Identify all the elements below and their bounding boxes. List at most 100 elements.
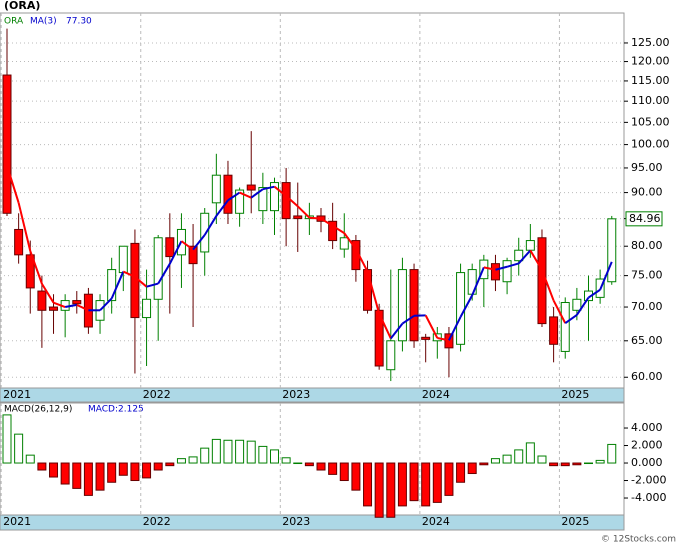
ma-segment — [285, 195, 299, 208]
year-band — [0, 387, 625, 403]
ma-segment — [41, 283, 55, 304]
y-tick-label: 90.00 — [631, 186, 663, 199]
macd-bar — [339, 462, 349, 482]
candle-body — [502, 260, 512, 283]
candle-body — [293, 215, 303, 220]
ma-segment — [146, 282, 159, 288]
x-tick-label: 2021 — [3, 515, 31, 528]
y-tick-label: 4.000 — [631, 421, 663, 434]
y-tick-label: 80.00 — [631, 239, 663, 252]
ma-segment — [203, 215, 218, 236]
macd-bar — [607, 443, 617, 464]
macd-bar — [363, 462, 373, 507]
y-tick-label: 100.00 — [631, 138, 670, 151]
ma-segment — [378, 313, 392, 339]
candle-body — [397, 269, 407, 342]
year-band — [0, 514, 625, 531]
y-tick-label: 2.000 — [631, 439, 663, 452]
macd-bar — [456, 462, 466, 483]
y-tick-label: 70.00 — [631, 300, 663, 313]
candle-body — [235, 189, 245, 214]
ma-segment — [471, 266, 485, 296]
ma-segment — [587, 288, 601, 299]
macd-bar — [584, 462, 593, 465]
macd-bar — [525, 442, 535, 464]
x-tick-label: 2022 — [143, 515, 171, 528]
ma-segment — [99, 297, 113, 312]
macd-legend: MACD(26,12,9) — [4, 405, 72, 415]
macd-bar — [409, 462, 419, 502]
macd-bar — [165, 462, 175, 467]
ma-segment — [157, 263, 171, 285]
x-tick-label: 2023 — [282, 515, 310, 528]
chart-title: (ORA) — [4, 0, 40, 12]
macd-bar — [479, 462, 489, 466]
ma-segment — [390, 322, 404, 340]
macd-bar — [235, 439, 245, 464]
macd-bar — [595, 459, 605, 464]
legend-symbol: ORA — [4, 17, 24, 27]
legend-ma-value: 77.30 — [66, 17, 92, 27]
x-tick-label: 2024 — [422, 515, 450, 528]
macd-bar — [293, 462, 303, 465]
candle-body — [490, 263, 500, 281]
macd-bar — [176, 458, 186, 464]
macd-bar — [142, 462, 152, 479]
y-tick-label: 115.00 — [631, 74, 670, 87]
macd-bar — [118, 462, 128, 476]
macd-bar — [25, 454, 35, 464]
macd-bar — [49, 462, 59, 478]
macd-bar — [2, 414, 12, 464]
candle-body — [363, 269, 373, 311]
ma-segment — [29, 250, 43, 285]
macd-bar — [421, 462, 431, 507]
ma-segment — [134, 276, 148, 288]
macd-bar — [188, 456, 198, 464]
x-tick-label: 2022 — [143, 388, 171, 401]
macd-bar — [304, 462, 314, 467]
candle-body — [2, 74, 12, 214]
ma-segment — [64, 303, 77, 309]
ma-segment — [215, 199, 229, 217]
legend-ma: MA(3) — [30, 17, 57, 27]
ma-segment — [366, 271, 381, 314]
x-tick-label: 2025 — [561, 515, 589, 528]
candle-body — [188, 245, 198, 265]
macd-bar — [37, 462, 47, 471]
x-tick-label: 2021 — [3, 388, 31, 401]
candle-body — [118, 245, 128, 274]
y-tick-label: 105.00 — [631, 115, 670, 128]
candle-body — [72, 300, 82, 305]
ma-segment — [424, 314, 439, 339]
macd-bar — [386, 462, 396, 518]
macd-bar — [549, 462, 559, 467]
candle-body — [386, 340, 396, 371]
ma-segment — [437, 337, 450, 342]
ma-segment — [564, 314, 578, 324]
macd-bar — [374, 462, 384, 518]
ma-segment — [262, 185, 275, 191]
candle-body — [153, 237, 163, 300]
y-tick-label: 125.00 — [631, 36, 670, 49]
candle-body — [246, 184, 256, 191]
ma-segment — [355, 248, 369, 273]
ma-segment — [76, 303, 89, 312]
candle-body — [107, 269, 117, 302]
macd-bar — [432, 462, 442, 503]
candle-body — [607, 218, 617, 283]
macd-bar — [107, 462, 117, 483]
ma-segment — [192, 234, 206, 251]
candle-body — [514, 249, 524, 262]
ma-segment — [168, 240, 183, 265]
candle-body — [572, 298, 582, 311]
macd-bar — [316, 462, 326, 471]
macd-bar — [444, 462, 454, 496]
y-tick-label: 0.000 — [631, 456, 663, 469]
macd-bar — [211, 438, 221, 464]
ma-segment — [332, 224, 345, 234]
candle-body — [281, 182, 291, 220]
ma-segment — [122, 270, 136, 278]
candle-body — [328, 220, 338, 242]
macd-bar — [467, 462, 477, 475]
